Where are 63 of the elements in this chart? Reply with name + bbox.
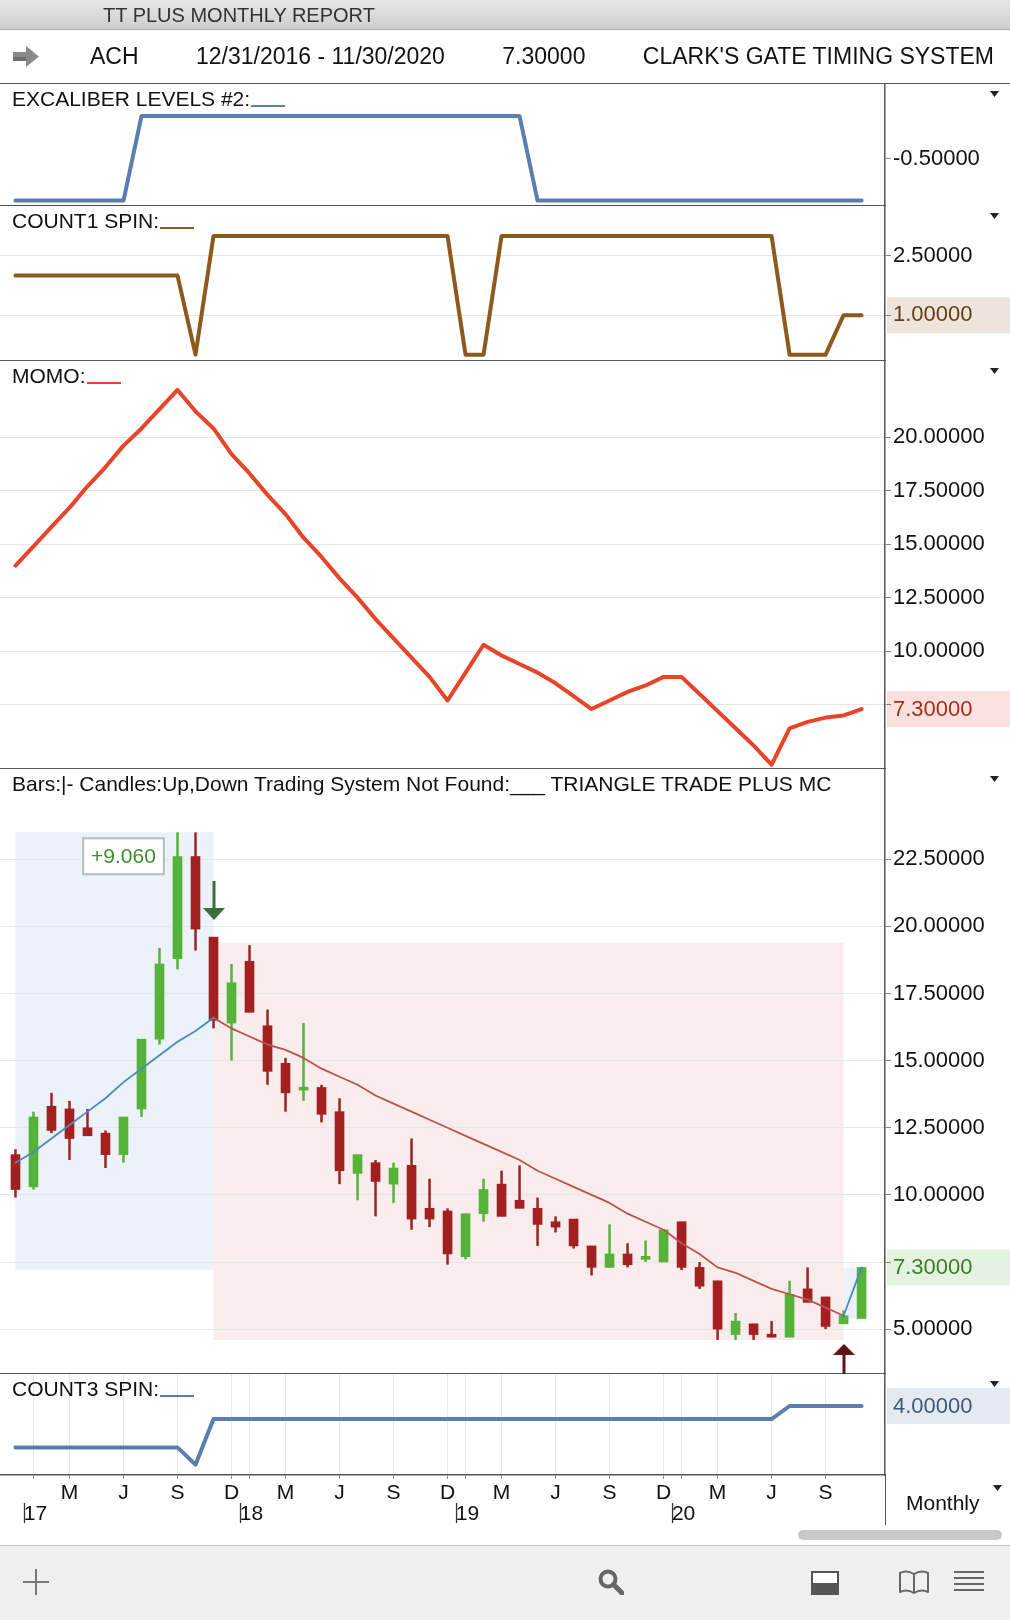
legend-label: EXCALIBER LEVELS #2: bbox=[12, 87, 251, 111]
legend-label: COUNT1 SPIN: bbox=[12, 209, 160, 233]
candlestick bbox=[424, 1177, 435, 1229]
annotation: +9.060 bbox=[91, 844, 156, 868]
x-tick-label: J bbox=[334, 1480, 345, 1504]
y-tick-label: 1.00000 bbox=[893, 301, 973, 327]
x-tick-label: S bbox=[818, 1480, 833, 1504]
legend-label: MOMO: bbox=[12, 364, 86, 388]
y-tick-label: 12.50000 bbox=[893, 1113, 985, 1139]
candlestick bbox=[370, 1158, 381, 1218]
x-tick-label: M bbox=[276, 1480, 295, 1504]
y-tick-label: 2.50000 bbox=[893, 241, 973, 267]
candlestick bbox=[694, 1260, 705, 1291]
text: 7.30000 bbox=[893, 1254, 973, 1280]
x-tick-label: 18 bbox=[239, 1500, 264, 1524]
x-tick-label: 20 bbox=[671, 1500, 696, 1524]
data-label: 7.30000 bbox=[893, 696, 973, 722]
candlestick bbox=[640, 1239, 651, 1264]
text: -0.50000 bbox=[893, 145, 980, 171]
candlestick bbox=[766, 1319, 777, 1339]
y-tick-label: 10.00000 bbox=[893, 637, 985, 663]
x-tick-label: 19 bbox=[455, 1500, 480, 1524]
candlestick bbox=[730, 1311, 741, 1342]
y-tick-label: 17.50000 bbox=[893, 476, 985, 502]
x-tick-label: M bbox=[60, 1480, 79, 1504]
candlestick bbox=[586, 1244, 597, 1277]
x-tick-label: S bbox=[602, 1480, 617, 1504]
y-tick-label: 5.00000 bbox=[893, 1315, 973, 1341]
legend-label: COUNT3 SPIN: bbox=[12, 1377, 160, 1401]
x-tick-label: J bbox=[766, 1480, 777, 1504]
x-tick-label: J bbox=[550, 1480, 561, 1504]
x-tick-label: S bbox=[170, 1480, 185, 1504]
y-tick-label: 10.00000 bbox=[893, 1180, 985, 1206]
y-tick-label: 12.50000 bbox=[893, 583, 985, 609]
y-tick-label: 15.00000 bbox=[893, 1046, 985, 1072]
x-tick-label: D bbox=[439, 1480, 456, 1504]
text: ACH bbox=[90, 42, 139, 70]
x-tick-label: 17 bbox=[23, 1500, 48, 1524]
candlestick bbox=[622, 1241, 633, 1269]
y-tick-label: 15.00000 bbox=[893, 530, 985, 556]
candlestick bbox=[100, 1129, 111, 1170]
x-tick-label: S bbox=[386, 1480, 401, 1504]
x-tick-label: D bbox=[223, 1480, 240, 1504]
chart-title: Bars:|- Candles:Up,Down Trading System Not Found:___ TRIANGLE TRADE PLUS MC bbox=[12, 772, 832, 796]
candlestick bbox=[514, 1164, 525, 1210]
candlestick bbox=[532, 1196, 543, 1248]
text: 4.00000 bbox=[893, 1393, 973, 1419]
x-tick-label: J bbox=[118, 1480, 129, 1504]
y-tick-label: 17.50000 bbox=[893, 979, 985, 1005]
x-tick-label: M bbox=[492, 1480, 511, 1504]
text: 12/31/2016 - 11/30/2020 bbox=[195, 42, 445, 70]
text: Monthly bbox=[906, 1491, 980, 1515]
y-tick-label: 20.00000 bbox=[893, 423, 985, 449]
x-tick-label: D bbox=[655, 1480, 672, 1504]
text: TT PLUS MONTHLY REPORT bbox=[0, 0, 1010, 30]
text: CLARK'S GATE TIMING SYSTEM bbox=[642, 42, 994, 70]
candlestick bbox=[352, 1153, 363, 1202]
candlestick bbox=[82, 1107, 93, 1138]
x-tick-label: M bbox=[708, 1480, 727, 1504]
candlestick bbox=[604, 1223, 615, 1269]
text: 7.30000 bbox=[502, 42, 586, 70]
y-tick-label: 22.50000 bbox=[893, 845, 985, 871]
y-tick-label: 20.00000 bbox=[893, 912, 985, 938]
